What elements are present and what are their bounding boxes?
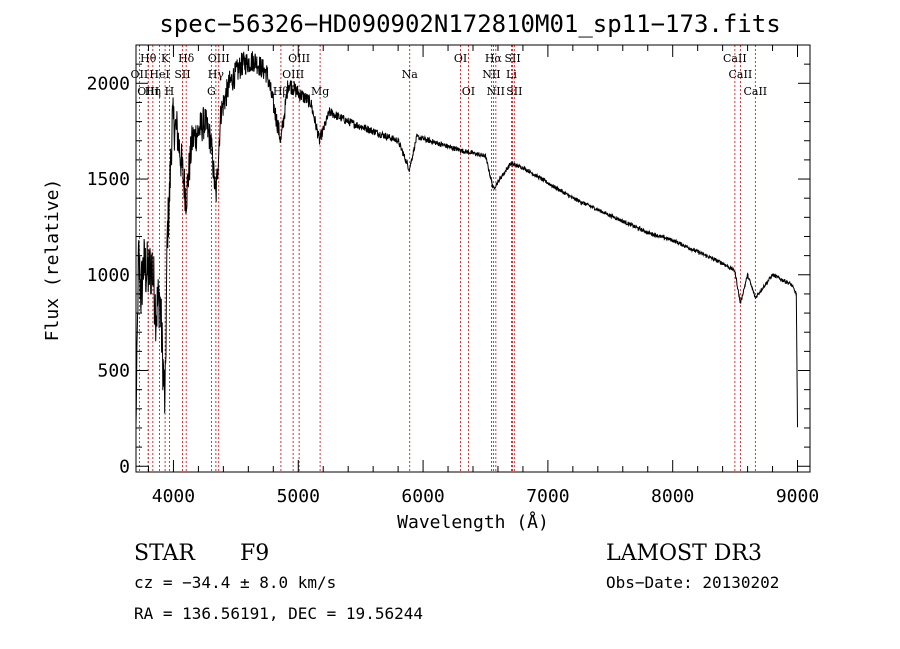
x-tick-label: 8000	[651, 486, 694, 507]
y-axis-ticks: 0 500 1000 1500 2000	[87, 63, 810, 477]
spectral-line-label: Na	[402, 68, 419, 81]
spectral-line-label: SII	[506, 85, 522, 98]
y-tick-label: 2000	[87, 73, 130, 94]
spectral-line-label: OII	[131, 68, 149, 81]
y-axis-label: Flux (relative)	[42, 179, 63, 342]
spectral-line-label: CaII	[723, 52, 747, 65]
chart-title: spec−56326−HD090902N172810M01_sp11−173.f…	[159, 10, 780, 38]
x-axis-ticks: 4000 5000 6000 7000 8000 9000	[147, 45, 819, 507]
observation-date: Obs−Date: 20130202	[606, 573, 779, 592]
spectral-line-label: SII	[174, 68, 190, 81]
spectral-line-label: H	[165, 85, 175, 98]
spectral-line-label: Li	[506, 68, 517, 81]
spectral-line-label: OIII	[282, 68, 304, 81]
spectral-line-label: HeI	[149, 68, 169, 81]
x-tick-label: 9000	[776, 486, 819, 507]
x-tick-label: 7000	[526, 486, 569, 507]
x-tick-label: 6000	[401, 486, 444, 507]
spectral-line-label: Hδ	[178, 52, 195, 65]
object-subclass: F9	[240, 541, 269, 566]
spectrum-line	[135, 51, 798, 428]
spectral-line-label: Hβ	[273, 85, 289, 98]
line-markers	[138, 45, 756, 472]
spectral-line-label: Hγ	[208, 68, 225, 81]
spectral-line-label: OI	[454, 52, 467, 65]
spectral-line-label: K	[161, 52, 170, 65]
spectral-line-label: OI	[462, 85, 475, 98]
object-class: STAR	[134, 541, 196, 566]
x-axis-label: Wavelength (Å)	[397, 511, 549, 533]
spectral-line-label: OIII	[208, 52, 230, 65]
redshift-velocity: cz = −34.4 ± 8.0 km/s	[134, 573, 336, 592]
spectral-line-label: OIII	[288, 52, 310, 65]
y-tick-label: 1500	[87, 169, 130, 190]
y-tick-label: 500	[97, 361, 130, 382]
spectral-line-label: SII	[504, 52, 520, 65]
spectral-line-label: Hη	[145, 85, 161, 98]
survey-name: LAMOST DR3	[606, 541, 762, 566]
spectral-line-label: CaII	[729, 68, 753, 81]
spectral-line-label: Mg	[311, 85, 329, 98]
spectral-line-label: NII	[482, 68, 500, 81]
spectral-line-label: Hα	[485, 52, 503, 65]
spectral-line-label: NII	[487, 85, 505, 98]
spectral-line-label: G	[207, 85, 216, 98]
spectral-line-label: CaII	[743, 85, 767, 98]
x-tick-label: 5000	[277, 486, 320, 507]
y-tick-label: 1000	[87, 265, 130, 286]
x-tick-label: 4000	[152, 486, 195, 507]
ra-dec: RA = 136.56191, DEC = 19.56244	[134, 604, 423, 623]
spectral-line-label: OIII	[137, 85, 159, 98]
spectral-line-label: Hθ	[140, 52, 157, 65]
y-tick-label: 0	[119, 456, 130, 477]
